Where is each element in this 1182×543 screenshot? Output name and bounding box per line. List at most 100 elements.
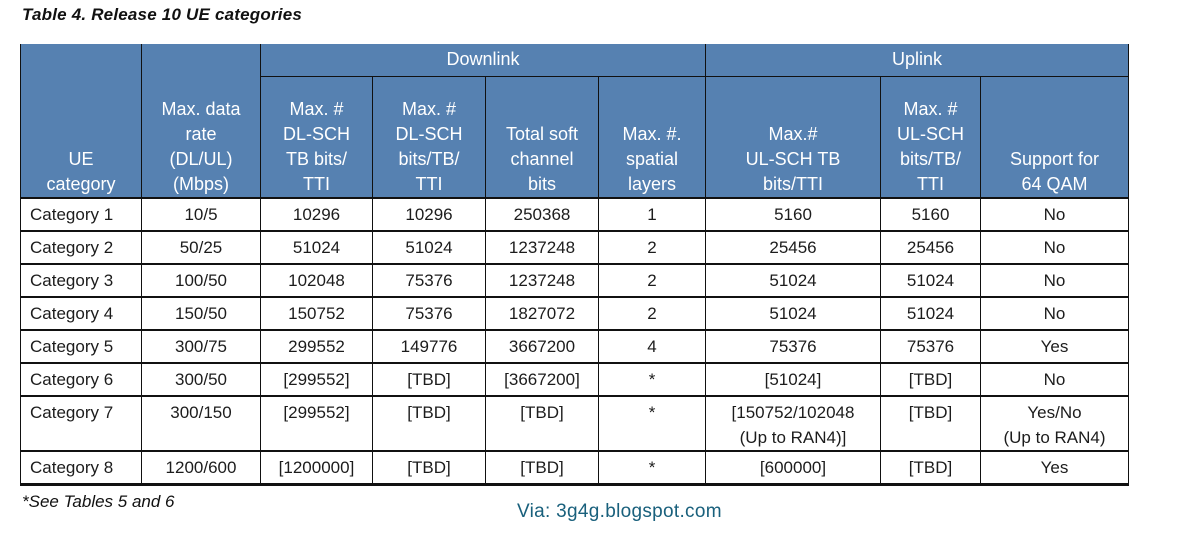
header-group-row: UE category Max. data rate (DL/UL) (Mbps)… <box>20 44 1129 199</box>
table-cell: No <box>980 362 1129 397</box>
table-cell: Yes/No (Up to RAN4) <box>980 395 1129 452</box>
table-cell: 51024 <box>260 230 373 265</box>
table-cell: 75376 <box>880 329 981 364</box>
footnote: *See Tables 5 and 6 <box>22 492 175 511</box>
table-cell: 1827072 <box>485 296 599 331</box>
table-cell: 10296 <box>260 197 373 232</box>
table-cell: No <box>980 230 1129 265</box>
table-row: Category 7 300/150 [299552] [TBD] [TBD] * [150… <box>20 395 1129 452</box>
table-cell: 150/50 <box>141 296 261 331</box>
table-cell: 2 <box>598 230 706 265</box>
table-cell: 150752 <box>260 296 373 331</box>
table-cell: 102048 <box>260 263 373 298</box>
table-cell: 25456 <box>880 230 981 265</box>
table-cell: 51024 <box>705 263 881 298</box>
column-header: Support for 64 QAM <box>980 76 1129 199</box>
table-cell: Yes <box>980 450 1129 485</box>
table-cell: 100/50 <box>141 263 261 298</box>
row-label: Category 2 <box>20 230 142 265</box>
table-cell: * <box>598 450 706 485</box>
table-cell: 300/50 <box>141 362 261 397</box>
table-cell: [TBD] <box>880 395 981 452</box>
table-row: Category 2 50/25 51024 51024 1237248 2 25456 25… <box>20 230 1129 265</box>
column-header: Max. # DL-SCH bits/TB/ TTI <box>372 76 486 199</box>
table-cell: 1 <box>598 197 706 232</box>
row-label: Category 3 <box>20 263 142 298</box>
table-cell: [TBD] <box>372 362 486 397</box>
group-header-downlink: Downlink <box>260 44 706 77</box>
table-cell: * <box>598 362 706 397</box>
column-header: Max. # UL-SCH bits/TB/ TTI <box>880 76 981 199</box>
table-cell: 75376 <box>372 263 486 298</box>
row-label: Category 4 <box>20 296 142 331</box>
table-cell: [600000] <box>705 450 881 485</box>
table-cell: 2 <box>598 296 706 331</box>
table-cell: 5160 <box>705 197 881 232</box>
table-cell: 51024 <box>372 230 486 265</box>
table-cell: 2 <box>598 263 706 298</box>
column-header: Max. #. spatial layers <box>598 76 706 199</box>
table-cell: 1237248 <box>485 230 599 265</box>
table-cell: [TBD] <box>372 395 486 452</box>
table-cell: 300/150 <box>141 395 261 452</box>
table-row: Category 3 100/50 102048 75376 1237248 2 51024… <box>20 263 1129 298</box>
ue-categories-table: UE category Max. data rate (DL/UL) (Mbps)… <box>20 44 1129 486</box>
column-header: Max.# UL-SCH TB bits/TTI <box>705 76 881 199</box>
table-cell: [150752/102048 (Up to RAN4)] <box>705 395 881 452</box>
row-label: Category 5 <box>20 329 142 364</box>
table-row: Category 5 300/75 299552 149776 3667200 4 7537… <box>20 329 1129 364</box>
table-cell: 1237248 <box>485 263 599 298</box>
table-cell: 1200/600 <box>141 450 261 485</box>
group-header-uplink: Uplink <box>705 44 1129 77</box>
table-body: Category 1 10/5 10296 10296 250368 1 5160 5160 N… <box>20 197 1129 485</box>
table-row: Category 6 300/50 [299552] [TBD] [3667200] *[… <box>20 362 1129 397</box>
table-cell: 75376 <box>705 329 881 364</box>
table-cell: No <box>980 296 1129 331</box>
table-cell: No <box>980 263 1129 298</box>
table-cell: Yes <box>980 329 1129 364</box>
header-max-data-rate: Max. data rate (DL/UL) (Mbps) <box>141 44 261 199</box>
row-label: Category 8 <box>20 450 142 485</box>
table-cell: [TBD] <box>485 395 599 452</box>
table-cell: 51024 <box>880 296 981 331</box>
table-cell: 3667200 <box>485 329 599 364</box>
table-cell: 250368 <box>485 197 599 232</box>
table-cell: [299552] <box>260 362 373 397</box>
table-cell: [TBD] <box>880 362 981 397</box>
table-cell: [1200000] <box>260 450 373 485</box>
row-label: Category 1 <box>20 197 142 232</box>
table-cell: [3667200] <box>485 362 599 397</box>
table-cell: 4 <box>598 329 706 364</box>
table-cell: [51024] <box>705 362 881 397</box>
table-cell: 25456 <box>705 230 881 265</box>
column-header: Max. # DL-SCH TB bits/ TTI <box>260 76 373 199</box>
table-cell: 5160 <box>880 197 981 232</box>
via-credit: Via: 3g4g.blogspot.com <box>517 501 722 522</box>
column-header: Total soft channel bits <box>485 76 599 199</box>
table-cell: 300/75 <box>141 329 261 364</box>
table-header: UE category Max. data rate (DL/UL) (Mbps)… <box>20 44 1129 199</box>
table-cell: 149776 <box>372 329 486 364</box>
table-cell: [299552] <box>260 395 373 452</box>
table-cell: [TBD] <box>372 450 486 485</box>
table-row: Category 1 10/5 10296 10296 250368 1 5160 5160 N… <box>20 197 1129 232</box>
table-cell: 75376 <box>372 296 486 331</box>
table-cell: 51024 <box>880 263 981 298</box>
table-row: Category 8 1200/600 [1200000] [TBD] [TBD] * [6… <box>20 450 1129 485</box>
table-cell: 10/5 <box>141 197 261 232</box>
header-sub-row: Max. # DL-SCH TB bits/ TTI Max. # DL-SCH … <box>21 76 1129 199</box>
table-cell: * <box>598 395 706 452</box>
table-cell: [TBD] <box>880 450 981 485</box>
table-row: Category 4 150/50 150752 75376 1827072 2 51024… <box>20 296 1129 331</box>
table-cell: 10296 <box>372 197 486 232</box>
row-label: Category 6 <box>20 362 142 397</box>
table-cell: 299552 <box>260 329 373 364</box>
table-cell: 50/25 <box>141 230 261 265</box>
table-cell: [TBD] <box>485 450 599 485</box>
row-label: Category 7 <box>20 395 142 452</box>
table-cell: 51024 <box>705 296 881 331</box>
table-title: Table 4. Release 10 UE categories <box>22 5 303 24</box>
header-ue-category: UE category <box>20 44 142 199</box>
table-cell: No <box>980 197 1129 232</box>
